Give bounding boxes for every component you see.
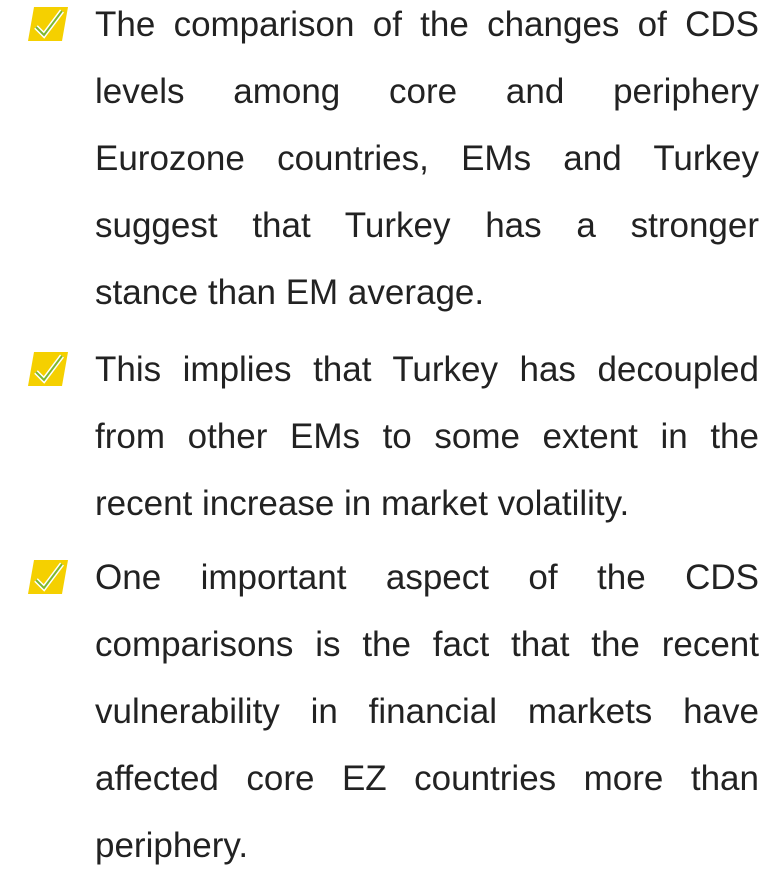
bullet-text: One important aspect of the CDS compariso… bbox=[95, 544, 759, 879]
text-line: periphery. bbox=[95, 826, 249, 865]
bullet-icon bbox=[28, 352, 68, 386]
text-line: suggest that Turkey has a stronger bbox=[95, 206, 759, 245]
text-line: stance than EM average. bbox=[95, 273, 485, 312]
text-line: levels among core and periphery bbox=[95, 72, 759, 111]
bullet-icon bbox=[28, 560, 68, 594]
text-line: This implies that Turkey has decoupled bbox=[95, 350, 759, 389]
text-line: comparisons is the fact that the recent bbox=[95, 625, 759, 664]
bullet-text: The comparison of the changes of CDS leve… bbox=[95, 0, 759, 326]
text-line: One important aspect of the CDS bbox=[95, 558, 759, 597]
bullet-icon bbox=[28, 7, 68, 41]
page: The comparison of the changes of CDS leve… bbox=[28, 0, 759, 865]
text-line: The comparison of the changes of CDS bbox=[95, 5, 759, 44]
text-line: vulnerability in financial markets have bbox=[95, 692, 759, 731]
text-line: recent increase in market volatility. bbox=[95, 484, 630, 523]
text-line: affected core EZ countries more than bbox=[95, 759, 759, 798]
bullet-icon bbox=[28, 7, 68, 46]
text-line: from other EMs to some extent in the bbox=[95, 417, 759, 456]
bullet-icon bbox=[28, 560, 68, 599]
text-line: Eurozone countries, EMs and Turkey bbox=[95, 139, 759, 178]
bullet-text: This implies that Turkey has decoupled fr… bbox=[95, 336, 759, 537]
bullet-icon bbox=[28, 352, 68, 391]
